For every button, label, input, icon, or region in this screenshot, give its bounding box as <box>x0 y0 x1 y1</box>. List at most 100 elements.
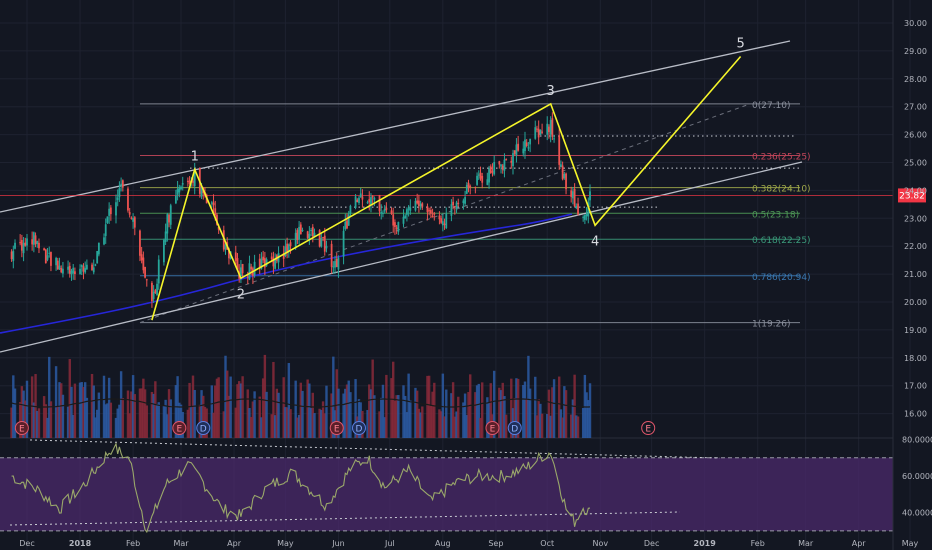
volume-bar <box>551 387 554 438</box>
candle-body <box>560 164 562 167</box>
candle-body <box>404 215 407 218</box>
candle-body <box>152 291 155 299</box>
candle-body <box>127 188 129 211</box>
candle-body <box>109 207 112 215</box>
candle-body <box>193 169 196 187</box>
candle-body <box>186 180 189 182</box>
event-marker-label: D <box>511 425 518 435</box>
candle-body <box>525 142 528 147</box>
volume-bar <box>492 370 496 438</box>
candle-body <box>417 200 420 207</box>
candle-body <box>260 258 263 269</box>
volume-bar <box>481 382 484 438</box>
volume-bar <box>441 373 445 438</box>
current-price-tag <box>898 188 926 203</box>
candle-body <box>258 258 261 268</box>
volume-bar <box>131 375 135 438</box>
candle-body <box>489 166 492 173</box>
volume-bar <box>414 387 417 438</box>
price-tick-label: 26.00 <box>904 131 927 140</box>
candle-body <box>156 283 158 295</box>
candle-body <box>142 257 145 271</box>
event-marker-dividend <box>196 421 211 435</box>
candle-body <box>263 258 266 268</box>
candle-body <box>323 235 326 252</box>
candle-body <box>491 171 494 173</box>
volume-bar <box>373 395 376 438</box>
candle-body <box>421 203 424 207</box>
candle-body <box>330 243 333 267</box>
volume-bar <box>130 391 133 438</box>
time-tick-label: May <box>902 539 919 548</box>
volume-bar <box>522 385 525 438</box>
candle-body <box>298 226 300 240</box>
volume-bar <box>294 380 297 438</box>
candle-body <box>373 197 376 200</box>
volume-bar <box>325 385 328 438</box>
candle-body <box>527 147 530 149</box>
volume-bar <box>42 396 46 438</box>
volume-bar <box>421 406 424 438</box>
volume-bar <box>150 391 154 438</box>
candle-body <box>382 212 384 214</box>
volume-bar <box>540 413 544 438</box>
volume-bar <box>335 369 338 438</box>
candle-body <box>36 241 39 244</box>
rsi-band <box>0 457 893 531</box>
volume-bar <box>381 384 385 438</box>
time-tick-label: Aug <box>435 539 451 548</box>
candle-body <box>50 252 52 266</box>
candle-body <box>358 197 360 204</box>
candle-body <box>294 232 297 247</box>
candle-body <box>151 282 153 302</box>
candle-body <box>539 129 542 136</box>
price-tick-label: 30.00 <box>904 19 927 28</box>
volume-bar <box>157 402 160 438</box>
volume-bar <box>104 404 107 438</box>
volume-bar <box>198 404 202 438</box>
volume-bar <box>94 417 97 438</box>
candle-body <box>216 214 218 225</box>
volume-bar <box>403 395 407 438</box>
volume-bar <box>369 389 373 438</box>
candle-body <box>169 205 172 225</box>
volume-bar <box>438 409 441 438</box>
candle-body <box>322 236 324 238</box>
volume-bar <box>251 401 255 438</box>
candle-body <box>397 222 400 232</box>
volume-bar <box>44 404 48 438</box>
fib-level-label: 1(19.26) <box>752 320 791 330</box>
volume-bar <box>66 406 70 438</box>
volume-bar <box>516 378 520 438</box>
volume-bar <box>320 409 323 438</box>
volume-bar <box>114 417 118 438</box>
volume-bar <box>487 402 491 438</box>
volume-bar <box>503 396 506 438</box>
candle-body <box>457 202 460 204</box>
candle-body <box>534 127 537 139</box>
candle-body <box>488 168 490 183</box>
volume-bar <box>527 355 530 438</box>
volume-bar <box>479 417 482 438</box>
candle-body <box>154 290 157 293</box>
candle-body <box>157 259 160 284</box>
candle-body <box>26 238 28 246</box>
volume-bar <box>30 376 34 438</box>
candle-body <box>366 202 369 204</box>
candle-body <box>346 220 348 229</box>
volume-bar <box>330 393 333 438</box>
candle-body <box>394 222 396 228</box>
candle-body <box>200 185 203 197</box>
candle-body <box>265 259 268 266</box>
ema-line <box>0 213 573 334</box>
volume-bar <box>238 381 241 438</box>
volume-bar <box>499 390 503 438</box>
volume-bar <box>588 383 592 438</box>
volume-bar <box>457 396 460 438</box>
wave-path <box>151 55 742 321</box>
volume-bar <box>85 397 89 438</box>
volume-bar <box>296 417 299 438</box>
event-marker-earnings <box>641 421 656 435</box>
wave-label-1: 1 <box>191 149 199 164</box>
